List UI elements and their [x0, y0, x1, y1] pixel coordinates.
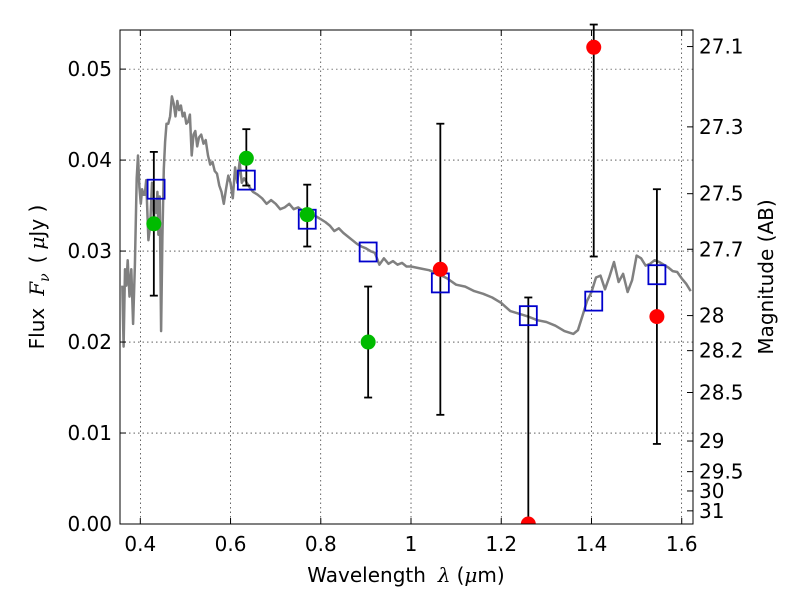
sed-model-curve [121, 95, 692, 348]
model-box-point [584, 290, 604, 312]
x-tick-label: 1 [405, 532, 418, 556]
mag-tick-label: 28 [699, 304, 724, 328]
y-axis-unit-mu: μ [25, 237, 49, 250]
x-axis-unit-close: m) [477, 563, 504, 587]
y-axis-unit-open: ( [25, 256, 49, 264]
upper-limit-point [432, 261, 448, 277]
model-box-point [236, 169, 256, 191]
y-tick-label: 0.01 [67, 421, 112, 445]
y-axis-flux-symbol: F [25, 281, 49, 297]
mag-tick-label: 29 [699, 429, 724, 453]
mag-tick-label: 28.5 [699, 380, 744, 404]
model-box-point [647, 264, 667, 286]
axis-ticks: 0.4 0.6 0.8 1 1.2 1.4 1.6 0.00 0.01 0.02 0.03 0.04 0… [67, 30, 744, 556]
y-axis-title: Flux Fν ( μJy ) [25, 205, 53, 350]
mag-tick-label: 30 [699, 479, 724, 503]
y-tick-label: 0.03 [67, 239, 112, 263]
mag-tick-label: 27.7 [699, 237, 744, 261]
mag-tick-label: 31 [699, 499, 724, 523]
upper-limit-point [649, 309, 665, 325]
sed-line [121, 95, 692, 348]
y-axis-unit-close: Jy ) [25, 205, 49, 239]
x-tick-label: 1.6 [666, 532, 698, 556]
model-box-point [146, 178, 166, 200]
x-axis-unit-mu: μ [464, 563, 477, 587]
model-box-point [358, 241, 378, 263]
grid-lines [120, 30, 693, 524]
x-tick-label: 1.2 [485, 532, 517, 556]
y-tick-label: 0.05 [67, 57, 112, 81]
mag-tick-label: 28.2 [699, 339, 744, 363]
detection-point [146, 216, 162, 232]
mag-tick-label: 29.5 [699, 460, 744, 484]
x-tick-label: 1.4 [576, 532, 608, 556]
mag-tick-label: 27.1 [699, 35, 744, 59]
x-axis-label: Wavelength [307, 563, 426, 587]
y-axis-flux-subscript: ν [37, 273, 53, 282]
x-axis-unit-open: ( [457, 563, 465, 587]
right-axis-title: Magnitude (AB) [754, 199, 778, 354]
x-tick-label: 0.6 [215, 532, 247, 556]
plot-frame [119, 29, 694, 525]
x-tick-label: 0.8 [305, 532, 337, 556]
x-axis-lambda: λ [437, 563, 451, 587]
x-axis-title: Wavelength λ (μm) [307, 563, 504, 587]
upper-limit-point [586, 39, 602, 55]
y-tick-label: 0.02 [67, 330, 112, 354]
x-tick-label: 0.4 [124, 532, 156, 556]
mag-tick-label: 27.5 [699, 182, 744, 206]
y-axis-label: Flux [25, 308, 49, 350]
photometry-points [146, 39, 665, 524]
detection-point [299, 207, 315, 223]
mag-tick-label: 27.3 [699, 115, 744, 139]
detection-point [360, 334, 376, 350]
y-tick-label: 0.04 [67, 148, 112, 172]
y-tick-label: 0.00 [67, 512, 112, 536]
model-box-point [518, 305, 538, 327]
upper-limit-point [520, 516, 536, 524]
detection-point [238, 150, 254, 166]
